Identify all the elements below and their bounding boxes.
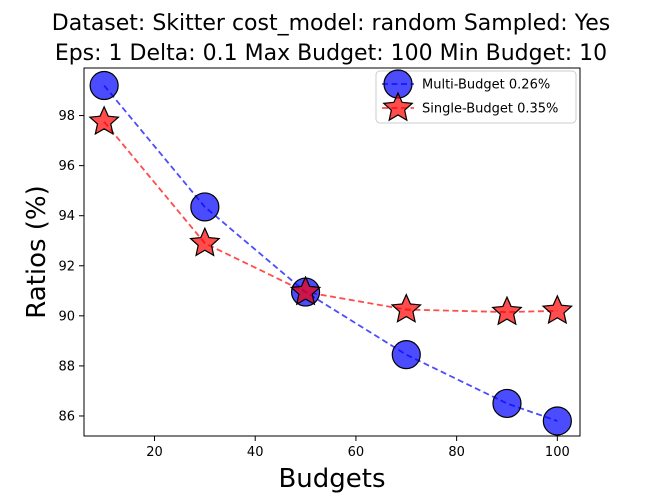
- legend: Multi-Budget 0.26% Single-Budget 0.35%: [375, 69, 577, 124]
- single-budget-data-point: [88, 105, 120, 136]
- legend-label-multi-budget: Multi-Budget 0.26%: [422, 78, 550, 93]
- multi-budget-data-point: [542, 406, 572, 436]
- chart-title-line-2: Eps: 1 Delta: 0.1 Max Budget: 100 Min Bu…: [55, 41, 607, 66]
- y-tick-label: 86: [58, 409, 75, 424]
- plot-frame: [83, 67, 581, 437]
- chart-title-line-1: Dataset: Skitter cost_model: random Samp…: [52, 11, 610, 36]
- y-tick-label: 90: [58, 309, 75, 324]
- y-tick-label: 88: [58, 359, 75, 374]
- y-tick-label: 96: [58, 159, 75, 174]
- x-tick-label: 80: [448, 445, 465, 460]
- series-layer: [88, 70, 574, 436]
- y-tick-label: 94: [58, 209, 75, 224]
- single-budget-series-line: [103, 121, 558, 313]
- legend-label-single-budget: Single-Budget 0.35%: [422, 102, 558, 117]
- legend-items: Multi-Budget 0.26% Single-Budget 0.35%: [382, 69, 558, 122]
- y-tick-label: 98: [58, 109, 75, 124]
- y-tick-label: 92: [58, 259, 75, 274]
- legend-marker-single-budget: [382, 91, 414, 122]
- single-budget-data-point: [289, 275, 322, 306]
- x-axis-label: Budgets: [278, 464, 385, 494]
- multi-budget-data-point: [89, 70, 119, 101]
- single-budget-data-point: [541, 294, 574, 325]
- x-tick-label: 60: [348, 445, 365, 460]
- y-axis-label: Ratios (%): [22, 185, 52, 319]
- multi-budget-data-point: [190, 192, 220, 222]
- x-axis-ticks: 20 40 60 80 100: [146, 436, 570, 460]
- multi-budget-data-point: [391, 340, 421, 370]
- x-tick-label: 40: [247, 445, 264, 460]
- single-budget-data-point: [189, 226, 221, 257]
- x-tick-label: 20: [146, 445, 163, 460]
- y-axis-ticks: 86 88 90 92 94 96 98: [58, 109, 84, 424]
- chart-title: Dataset: Skitter cost_model: random Samp…: [52, 11, 610, 66]
- single-budget-data-point: [390, 293, 422, 323]
- legend-frame: [375, 70, 577, 124]
- single-budget-data-point: [491, 295, 523, 326]
- multi-budget-data-point: [492, 388, 522, 419]
- multi-budget-series-line: [103, 84, 558, 422]
- x-tick-label: 100: [545, 445, 570, 460]
